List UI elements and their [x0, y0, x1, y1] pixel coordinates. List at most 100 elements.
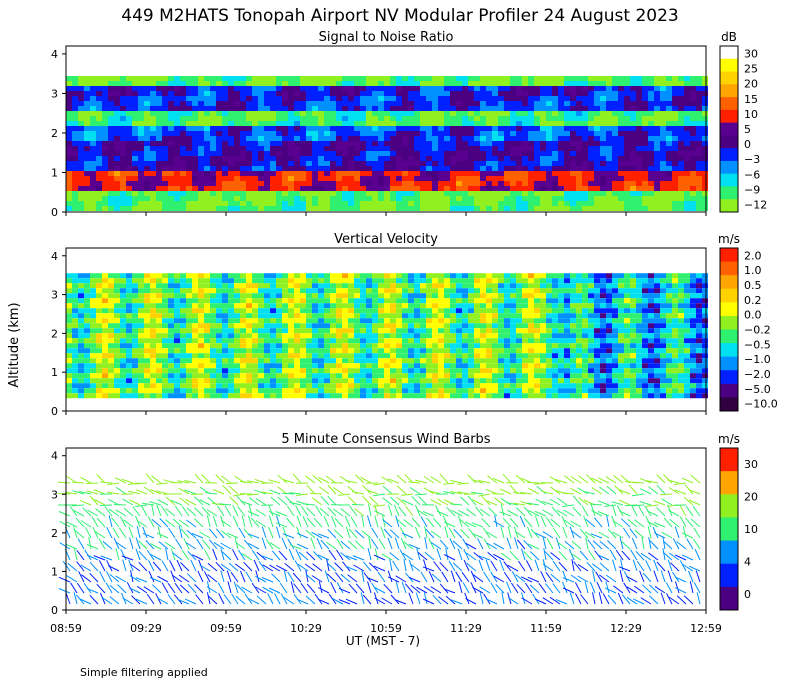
snr-cell	[504, 131, 510, 136]
velocity-cell	[312, 363, 318, 369]
snr-cell	[102, 191, 108, 196]
snr-cell	[114, 156, 120, 161]
velocity-cell	[330, 363, 336, 369]
snr-cell	[594, 96, 600, 101]
snr-cell	[588, 196, 594, 201]
snr-cell	[300, 86, 306, 91]
snr-cell	[336, 171, 342, 176]
velocity-cell	[198, 393, 204, 399]
snr-cell	[504, 201, 510, 206]
velocity-cell	[372, 288, 378, 294]
snr-cell	[294, 101, 300, 106]
snr-cell	[678, 131, 684, 136]
snr-cell	[672, 96, 678, 101]
snr-cell	[618, 106, 624, 111]
velocity-cell	[234, 283, 240, 289]
velocity-cell	[270, 338, 276, 344]
snr-cell	[204, 101, 210, 106]
snr-cell	[276, 116, 282, 121]
snr-cell	[288, 206, 294, 211]
snr-cell	[444, 91, 450, 96]
velocity-cell	[336, 338, 342, 344]
snr-cell	[204, 161, 210, 166]
velocity-cell	[168, 293, 174, 299]
velocity-cell	[528, 273, 534, 279]
snr-cell	[702, 96, 708, 101]
snr-cell	[324, 106, 330, 111]
snr-cell	[108, 131, 114, 136]
snr-cell	[216, 106, 222, 111]
velocity-cell	[114, 348, 120, 354]
snr-cell	[660, 191, 666, 196]
velocity-cell	[270, 353, 276, 359]
velocity-cell	[72, 358, 78, 364]
velocity-cell	[498, 333, 504, 339]
snr-cell	[306, 156, 312, 161]
snr-cell	[468, 161, 474, 166]
snr-cell	[78, 126, 84, 131]
snr-cell	[228, 196, 234, 201]
snr-cell	[432, 131, 438, 136]
velocity-cell	[354, 348, 360, 354]
snr-cell	[138, 141, 144, 146]
snr-cell	[288, 111, 294, 116]
velocity-cell	[282, 358, 288, 364]
velocity-cell	[336, 298, 342, 304]
snr-cell	[150, 131, 156, 136]
velocity-cell	[234, 378, 240, 384]
velocity-cell	[552, 298, 558, 304]
velocity-cell	[84, 273, 90, 279]
velocity-cell	[438, 303, 444, 309]
snr-cell	[162, 151, 168, 156]
snr-cell	[360, 151, 366, 156]
velocity-cell	[402, 283, 408, 289]
snr-cell	[618, 161, 624, 166]
snr-cell	[132, 126, 138, 131]
snr-cell	[384, 156, 390, 161]
snr-cell	[690, 146, 696, 151]
snr-cell	[204, 151, 210, 156]
snr-cell	[396, 201, 402, 206]
snr-cell	[570, 181, 576, 186]
snr-cell	[384, 206, 390, 211]
snr-cell	[66, 126, 72, 131]
velocity-cell	[252, 368, 258, 374]
velocity-cell	[552, 278, 558, 284]
snr-cell	[606, 151, 612, 156]
velocity-cell	[408, 323, 414, 329]
velocity-cell	[408, 378, 414, 384]
velocity-cell	[120, 293, 126, 299]
snr-cell	[336, 186, 342, 191]
velocity-cell	[450, 333, 456, 339]
velocity-cell	[96, 328, 102, 334]
snr-cell	[498, 126, 504, 131]
velocity-cell	[390, 388, 396, 394]
snr-cell	[630, 116, 636, 121]
velocity-cell	[378, 393, 384, 399]
snr-cell	[156, 156, 162, 161]
snr-cell	[414, 196, 420, 201]
snr-cell	[510, 126, 516, 131]
snr-cell	[624, 206, 630, 211]
velocity-cell	[144, 298, 150, 304]
snr-cell	[288, 136, 294, 141]
velocity-cell	[180, 278, 186, 284]
snr-cell	[546, 146, 552, 151]
snr-cell	[492, 76, 498, 81]
velocity-cell	[504, 393, 510, 399]
velocity-cell	[366, 343, 372, 349]
snr-cell	[660, 181, 666, 186]
snr-cell	[282, 121, 288, 126]
velocity-cell	[156, 308, 162, 314]
velocity-cell	[468, 363, 474, 369]
velocity-cell	[276, 388, 282, 394]
snr-cell	[480, 111, 486, 116]
snr-cell	[108, 176, 114, 181]
velocity-cell	[462, 298, 468, 304]
snr-cell	[702, 86, 708, 91]
snr-cell	[216, 156, 222, 161]
snr-cell	[618, 121, 624, 126]
snr-cell	[288, 171, 294, 176]
snr-cell	[564, 171, 570, 176]
velocity-cell	[492, 363, 498, 369]
